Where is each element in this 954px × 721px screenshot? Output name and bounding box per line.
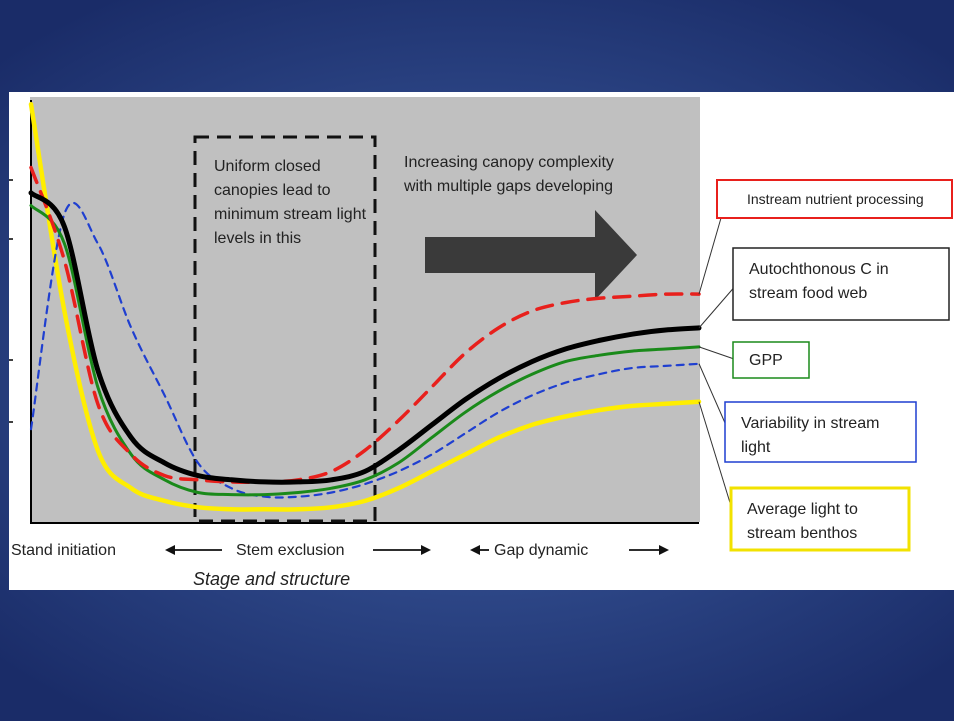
series-layer bbox=[28, 101, 702, 512]
stage-label-gap-dynamic: Gap dynamic bbox=[494, 542, 588, 559]
series-line-4 bbox=[28, 101, 702, 512]
stage-arrow-head-icon bbox=[165, 545, 175, 555]
legend-label-3: Variability in stream light bbox=[741, 415, 879, 456]
legend: Instream nutrient processing Autochthonou… bbox=[716, 179, 953, 552]
series-line-0 bbox=[29, 165, 701, 484]
figure-panel: Uniform closed canopies lead to minimum … bbox=[9, 92, 954, 590]
legend-label-0: Instream nutrient processing bbox=[747, 191, 924, 207]
box-annotation-text: Uniform closed canopies lead to minimum … bbox=[214, 158, 370, 247]
legend-label-2: GPP bbox=[749, 352, 783, 369]
stage-arrow-head-icon bbox=[659, 545, 669, 555]
closed-canopy-box bbox=[193, 135, 377, 523]
legend-box-4 bbox=[729, 486, 911, 552]
chart: Uniform closed canopies lead to minimum … bbox=[9, 97, 953, 589]
legend-box-1 bbox=[732, 247, 950, 321]
legend-connector-1 bbox=[698, 283, 738, 329]
legend-box-2 bbox=[732, 341, 810, 379]
stage-arrow-head-icon bbox=[421, 545, 431, 555]
stage-label-stand-initiation: Stand initiation bbox=[11, 542, 116, 559]
legend-box-0 bbox=[716, 179, 953, 219]
legend-connectors bbox=[698, 217, 738, 520]
series-line-3 bbox=[29, 201, 701, 499]
stage-label-stem-exclusion: Stem exclusion bbox=[236, 542, 345, 559]
legend-label-1: Autochthonous C in stream food web bbox=[749, 261, 889, 302]
stage-arrows bbox=[165, 545, 669, 555]
x-axis-title: Stage and structure bbox=[193, 569, 350, 589]
legend-box-3 bbox=[724, 401, 917, 463]
legend-connector-4 bbox=[698, 401, 736, 520]
legend-connector-0 bbox=[698, 217, 722, 295]
legend-connector-2 bbox=[698, 346, 738, 361]
series-line-1 bbox=[28, 190, 702, 485]
gap-arrow-icon bbox=[425, 210, 637, 300]
legend-connector-3 bbox=[698, 363, 730, 433]
gap-annotation-text: Increasing canopy complexity with multip… bbox=[403, 154, 618, 195]
stage-arrow-head-icon bbox=[470, 545, 480, 555]
legend-label-4: Average light to stream benthos bbox=[747, 501, 858, 542]
